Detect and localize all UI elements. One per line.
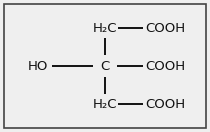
Text: HO: HO bbox=[28, 60, 48, 72]
Text: COOH: COOH bbox=[145, 22, 185, 34]
FancyBboxPatch shape bbox=[4, 4, 206, 128]
Text: COOH: COOH bbox=[145, 98, 185, 110]
Text: C: C bbox=[100, 60, 110, 72]
Text: H₂C: H₂C bbox=[93, 22, 117, 34]
Text: COOH: COOH bbox=[145, 60, 185, 72]
Text: H₂C: H₂C bbox=[93, 98, 117, 110]
